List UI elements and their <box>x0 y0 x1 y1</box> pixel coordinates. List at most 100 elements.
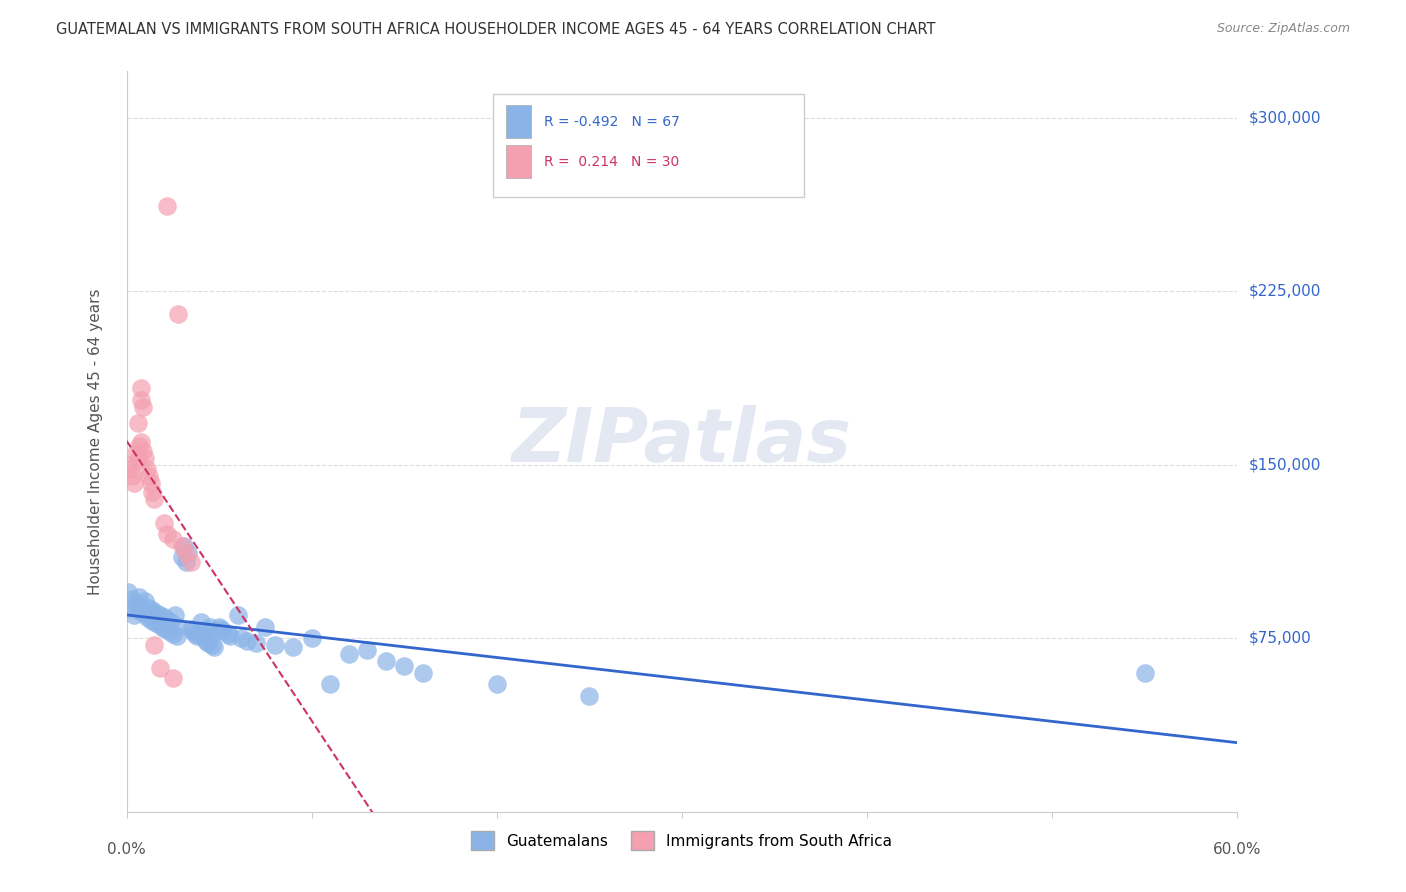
Point <box>263 638 285 652</box>
Text: $75,000: $75,000 <box>1249 631 1312 646</box>
Bar <box>506 145 531 178</box>
Point <box>166 629 188 643</box>
Point <box>209 622 232 636</box>
Point <box>181 624 204 639</box>
Point <box>186 629 208 643</box>
Point <box>127 453 149 467</box>
Point <box>485 677 508 691</box>
Point <box>160 615 183 629</box>
Point <box>301 631 323 645</box>
Point <box>149 608 172 623</box>
Text: 0.0%: 0.0% <box>107 842 146 857</box>
Point <box>191 624 214 639</box>
Point <box>131 599 153 613</box>
Point <box>204 624 226 639</box>
Point <box>152 516 174 530</box>
Point <box>163 608 186 623</box>
Point <box>128 590 150 604</box>
Y-axis label: Householder Income Ages 45 - 64 years: Householder Income Ages 45 - 64 years <box>89 288 103 595</box>
Point <box>374 654 396 668</box>
Text: 60.0%: 60.0% <box>1213 842 1261 857</box>
Point <box>117 585 139 599</box>
Point <box>236 633 259 648</box>
Point <box>193 631 215 645</box>
Point <box>122 476 145 491</box>
Point <box>174 555 197 569</box>
Point <box>172 539 194 553</box>
Point <box>125 597 148 611</box>
Point <box>190 615 212 629</box>
Point <box>128 439 150 453</box>
Point <box>172 550 194 565</box>
Point <box>134 594 156 608</box>
Point <box>176 545 198 560</box>
Text: R = -0.492   N = 67: R = -0.492 N = 67 <box>544 115 681 128</box>
Point <box>254 619 277 633</box>
Point <box>195 633 218 648</box>
Point <box>167 307 190 321</box>
Point <box>127 603 149 617</box>
Point <box>157 624 180 639</box>
Point <box>132 443 155 458</box>
Point <box>143 615 166 629</box>
Point <box>156 613 179 627</box>
Text: Source: ZipAtlas.com: Source: ZipAtlas.com <box>1216 22 1350 36</box>
Point <box>180 622 202 636</box>
Text: $225,000: $225,000 <box>1249 284 1320 299</box>
Text: ZIPatlas: ZIPatlas <box>512 405 852 478</box>
Point <box>219 629 242 643</box>
Point <box>1133 665 1156 680</box>
Point <box>146 617 169 632</box>
Point <box>121 591 143 606</box>
Text: GUATEMALAN VS IMMIGRANTS FROM SOUTH AFRICA HOUSEHOLDER INCOME AGES 45 - 64 YEARS: GUATEMALAN VS IMMIGRANTS FROM SOUTH AFRI… <box>56 22 936 37</box>
Point <box>127 416 149 430</box>
Point <box>132 400 155 414</box>
Point <box>231 631 253 645</box>
Point <box>217 626 239 640</box>
Point <box>122 608 145 623</box>
Point <box>394 659 416 673</box>
Point <box>134 450 156 465</box>
Point <box>125 446 148 460</box>
Point <box>180 555 202 569</box>
Point <box>117 458 139 472</box>
Point <box>155 622 177 636</box>
Point <box>281 640 304 655</box>
Point <box>150 619 173 633</box>
Point <box>211 624 233 639</box>
Point <box>139 476 162 491</box>
Point <box>120 601 142 615</box>
Point <box>208 619 231 633</box>
Point <box>132 606 155 620</box>
Point <box>120 462 142 476</box>
Point <box>174 545 197 560</box>
Point <box>156 198 179 212</box>
Bar <box>506 105 531 138</box>
Point <box>337 648 360 662</box>
Point <box>319 677 342 691</box>
Legend: Guatemalans, Immigrants from South Africa: Guatemalans, Immigrants from South Afric… <box>465 825 898 856</box>
Point <box>201 638 224 652</box>
Point <box>356 642 378 657</box>
Point <box>139 613 162 627</box>
Point <box>162 626 184 640</box>
Point <box>162 671 184 685</box>
Point <box>138 469 160 483</box>
Text: $150,000: $150,000 <box>1249 458 1320 472</box>
Point <box>141 485 163 500</box>
Point <box>245 636 267 650</box>
Point <box>131 381 153 395</box>
Point <box>198 619 221 633</box>
Point <box>135 610 157 624</box>
Point <box>226 608 249 623</box>
Point <box>141 603 163 617</box>
Text: R =  0.214   N = 30: R = 0.214 N = 30 <box>544 154 679 169</box>
Point <box>135 462 157 476</box>
Point <box>202 640 225 655</box>
Point <box>156 527 179 541</box>
Point <box>149 661 172 675</box>
Point <box>143 638 166 652</box>
Point <box>131 392 153 407</box>
Point <box>578 689 600 703</box>
Point <box>197 636 219 650</box>
